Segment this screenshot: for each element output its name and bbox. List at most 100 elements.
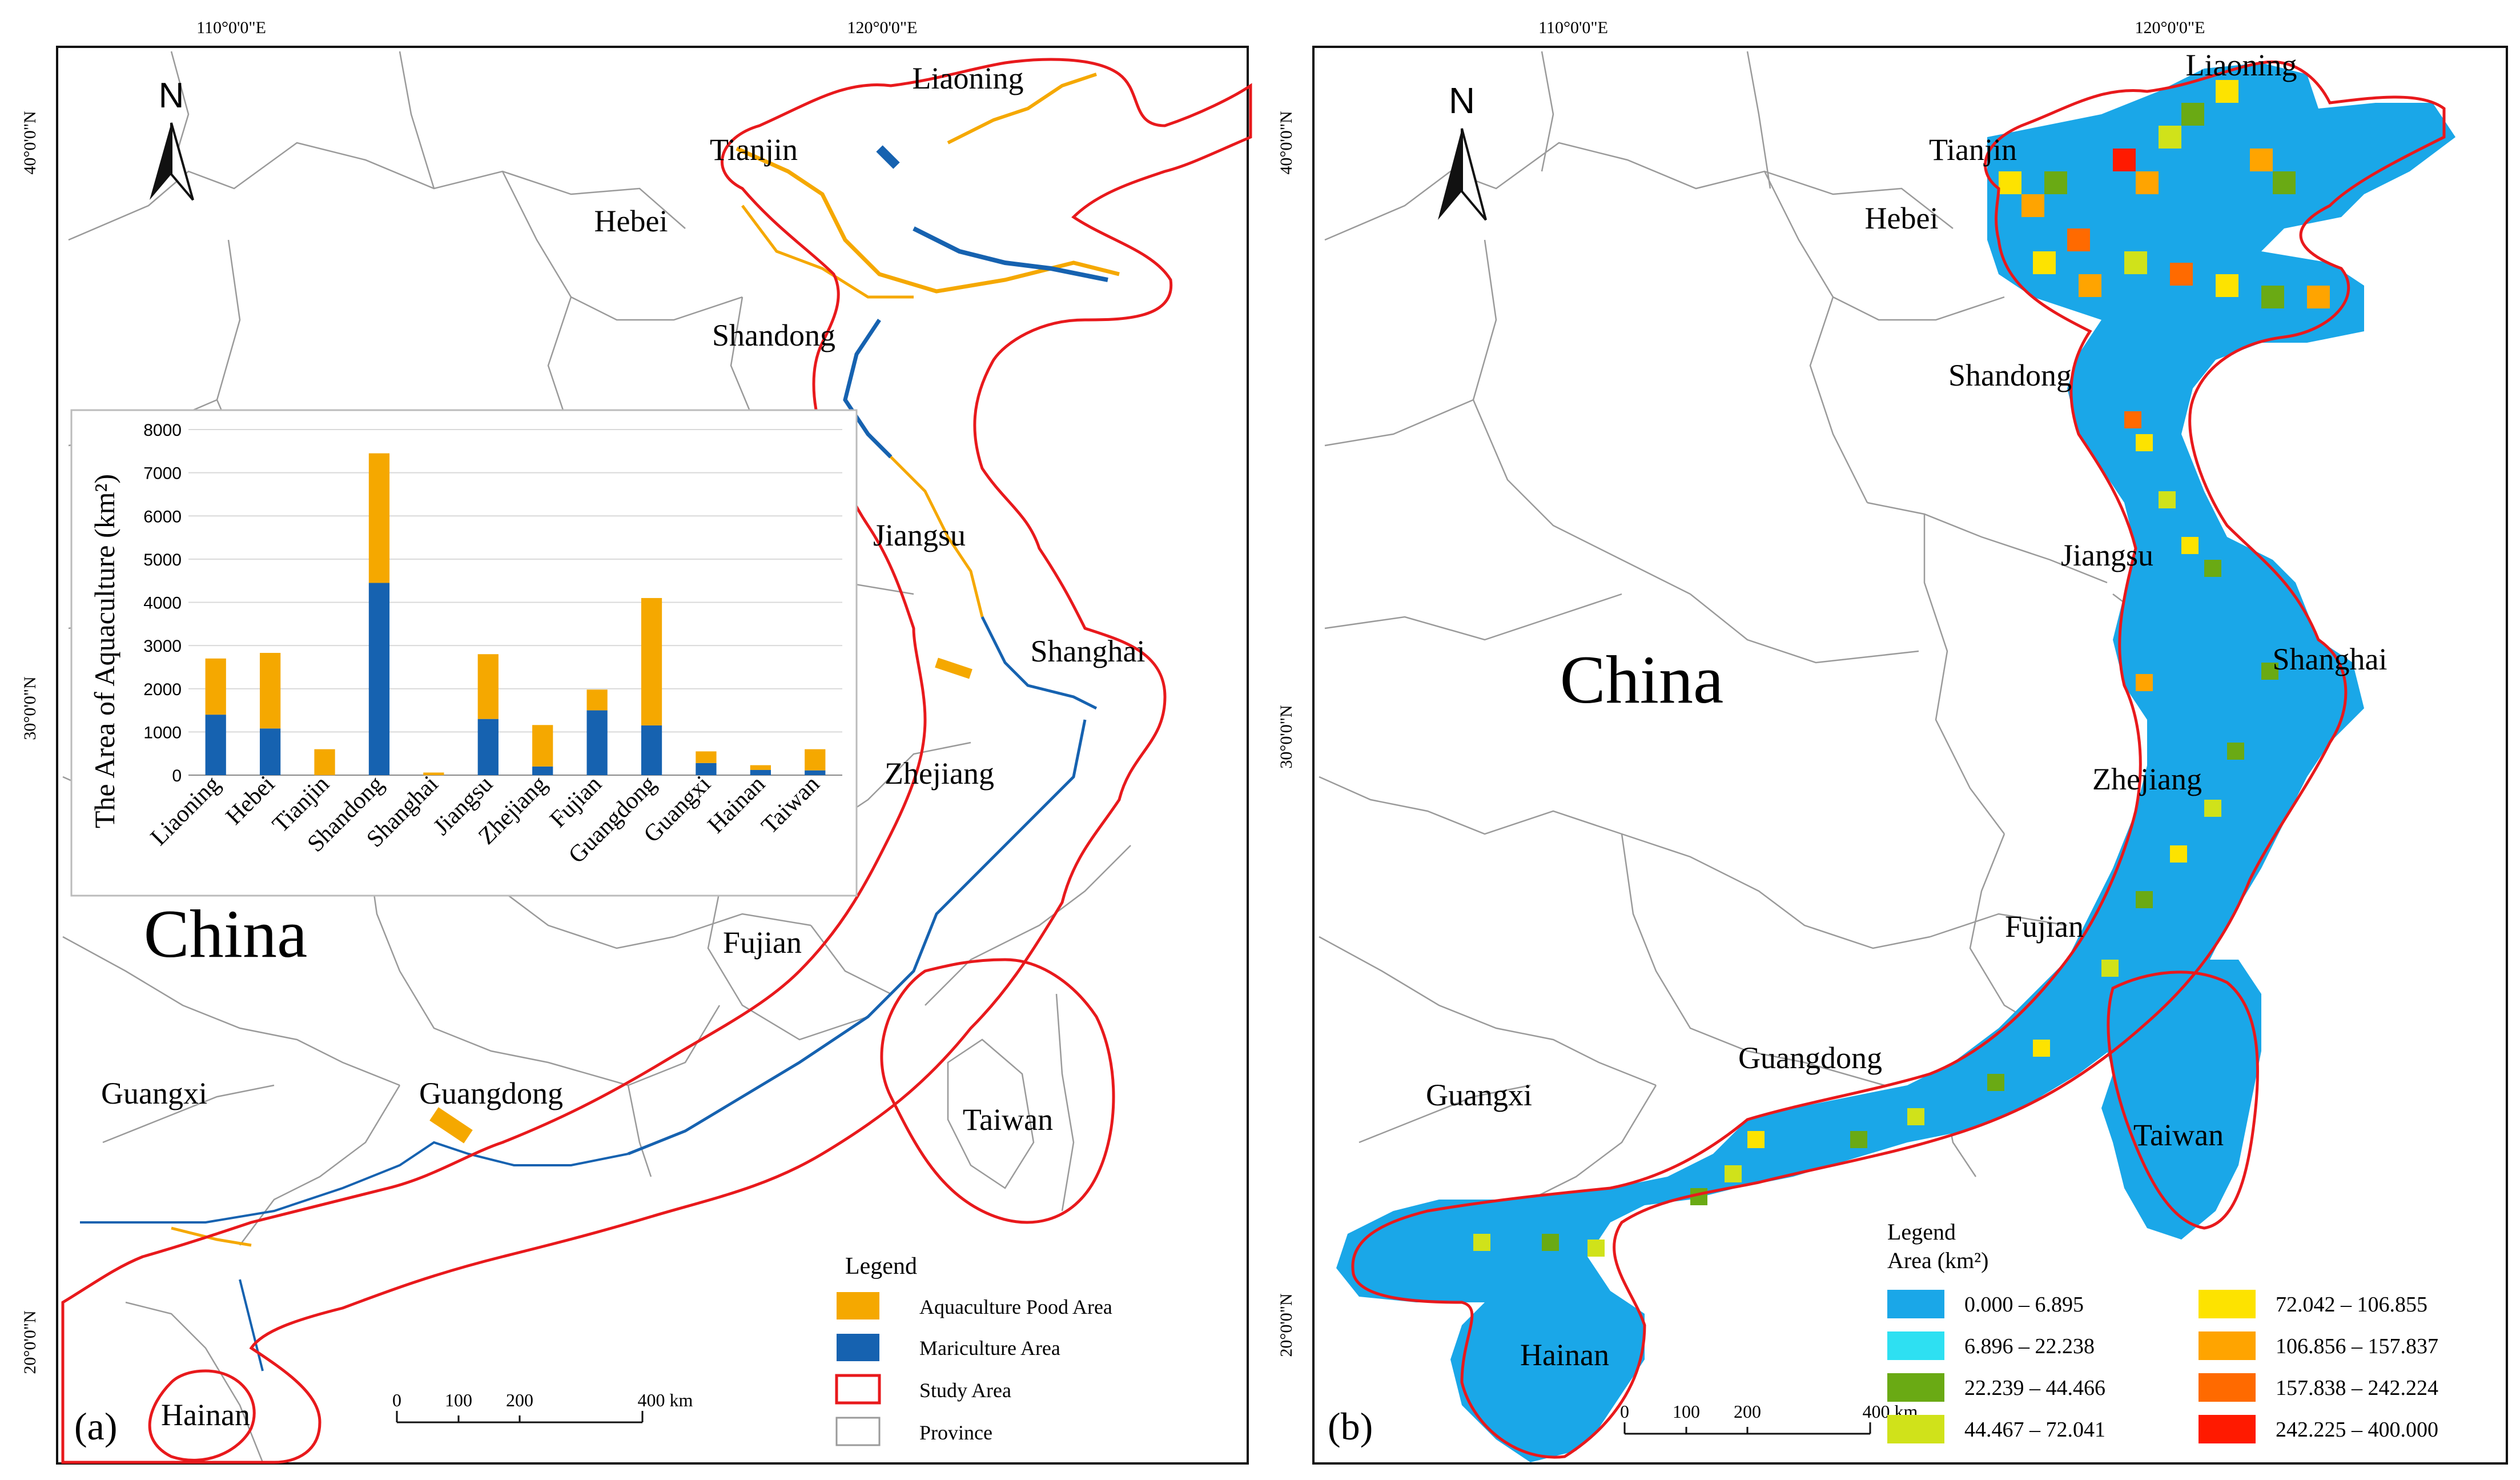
bar-segment-1-tianjin xyxy=(314,749,335,775)
legend-b-swatch xyxy=(2199,1331,2256,1360)
y-tick-label: 0 xyxy=(172,767,182,785)
legend-a: Legend Aquaculture Pood Area Mariculture… xyxy=(835,1253,1112,1446)
lat-label-20-b: 20°0'0"N xyxy=(1277,1293,1296,1357)
legend-swatch-mariculture xyxy=(837,1334,879,1361)
scale-tick-200-b: 200 xyxy=(1734,1401,1761,1422)
scale-tick-200: 200 xyxy=(506,1390,533,1410)
legend-b-title: Legend xyxy=(1887,1219,1956,1245)
legend-swatch-study-area xyxy=(835,1374,881,1405)
legend-b-swatch xyxy=(1887,1331,1944,1360)
y-tick-label: 1000 xyxy=(143,723,182,742)
label-taiwan-b: Taiwan xyxy=(2133,1118,2224,1152)
scale-end: 400 km xyxy=(638,1390,693,1410)
legend-b: Legend Area (km²) 0.000 – 6.895 6.896 – 2… xyxy=(1887,1219,2438,1443)
bar-segment-0-zhejiang xyxy=(532,766,553,775)
legend-swatch-province xyxy=(835,1417,881,1446)
panel-a: 110°0'0"E 120°0'0"E 40°0'0"N 30°0'0"N 20… xyxy=(21,18,1252,1465)
grid-lines xyxy=(188,429,842,776)
study-area-outline-b xyxy=(1351,61,2446,1459)
label-shandong-b: Shandong xyxy=(1948,358,2072,392)
legend-b-subtitle: Area (km²) xyxy=(1887,1248,1988,1273)
label-shandong: Shandong xyxy=(712,318,835,352)
study-area-taiwan-b xyxy=(2107,970,2259,1230)
bar-segment-0-hebei xyxy=(259,728,281,775)
chart-background xyxy=(70,409,858,897)
china-label: China xyxy=(144,896,308,972)
y-tick-label: 8000 xyxy=(143,421,182,440)
chart-y-axis-label: The Area of Aquaculture (km²) xyxy=(89,474,120,828)
y-tick-label: 4000 xyxy=(143,594,182,613)
y-tick-label: 2000 xyxy=(143,680,182,699)
label-guangdong-b: Guangdong xyxy=(1738,1041,1882,1075)
legend-a-title: Legend xyxy=(845,1253,917,1280)
bar-segment-1-jiangsu xyxy=(477,654,499,719)
bar-segment-1-shanghai xyxy=(423,772,444,775)
label-tianjin-b: Tianjin xyxy=(1929,133,2017,167)
hotspot-cells xyxy=(1473,80,2330,1257)
lon-label-110-b: 110°0'0"E xyxy=(1538,18,1608,37)
label-hebei-b: Hebei xyxy=(1865,201,1939,235)
legend-b-swatch xyxy=(1887,1290,1944,1318)
north-arrow: N xyxy=(150,76,194,201)
y-tick-label: 5000 xyxy=(143,551,182,569)
bar-segment-1-zhejiang xyxy=(532,725,553,767)
bar-segment-0-taiwan xyxy=(805,770,826,775)
bar-segment-0-jiangsu xyxy=(477,719,499,775)
label-liaoning: Liaoning xyxy=(913,61,1024,95)
legend-b-swatch xyxy=(2199,1373,2256,1402)
label-hainan-b: Hainan xyxy=(1520,1338,1609,1372)
bar-segment-0-liaoning xyxy=(205,715,226,775)
label-zhejiang: Zhejiang xyxy=(885,756,994,791)
y-tick-label: 3000 xyxy=(143,637,182,656)
scale-tick-0-b: 0 xyxy=(1620,1401,1629,1422)
bar-segment-0-fujian xyxy=(586,710,608,775)
label-fujian-b: Fujian xyxy=(2005,909,2084,944)
label-guangxi-b: Guangxi xyxy=(1426,1078,1532,1112)
legend-b-label: 157.838 – 242.224 xyxy=(2276,1376,2438,1400)
legend-b-swatch xyxy=(2199,1290,2256,1318)
lat-label-40-b: 40°0'0"N xyxy=(1277,111,1296,174)
north-arrow-b: N xyxy=(1438,80,1487,221)
bar-segment-1-taiwan xyxy=(805,749,826,771)
bar-segment-0-hainan xyxy=(750,769,771,775)
legend-label-province: Province xyxy=(919,1421,992,1444)
y-ticks: 0 1000 2000 3000 4000 5000 6000 7000 8000 xyxy=(143,421,182,785)
lon-label-120: 120°0'0"E xyxy=(847,18,918,37)
label-liaoning-b: Liaoning xyxy=(2186,48,2297,82)
bars xyxy=(205,453,826,775)
scale-bar: 0 100 200 400 km xyxy=(392,1390,693,1423)
scale-tick-100-b: 100 xyxy=(1673,1401,1700,1422)
label-guangxi: Guangxi xyxy=(101,1076,207,1110)
bar-segment-0-guangdong xyxy=(641,725,662,775)
scale-tick-0: 0 xyxy=(392,1390,401,1410)
bar-segment-1-guangdong xyxy=(641,597,662,726)
lat-label-30: 30°0'0"N xyxy=(21,676,39,740)
inset-chart: The Area of Aquaculture (km²) 0 1000 2000 3… xyxy=(70,409,858,897)
bar-segment-0-shandong xyxy=(368,583,390,775)
lon-label-110: 110°0'0"E xyxy=(196,18,266,37)
label-tianjin: Tianjin xyxy=(710,133,798,167)
legend-b-swatch xyxy=(1887,1373,1944,1402)
province-boundaries-b xyxy=(1319,51,2171,1246)
bar-segment-0-guangxi xyxy=(696,763,717,775)
legend-b-classes: 0.000 – 6.895 6.896 – 22.238 22.239 – 44.4… xyxy=(1887,1290,2438,1443)
legend-b-swatch xyxy=(1887,1415,1944,1443)
lon-label-120-b: 120°0'0"E xyxy=(2135,18,2205,37)
label-jiangsu-b: Jiangsu xyxy=(2061,538,2153,572)
legend-b-label: 6.896 – 22.238 xyxy=(1964,1334,2095,1358)
y-tick-label: 6000 xyxy=(143,507,182,526)
label-jiangsu: Jiangsu xyxy=(873,518,966,552)
label-taiwan: Taiwan xyxy=(963,1102,1053,1137)
scale-bar-b: 0 100 200 400 km xyxy=(1620,1401,1918,1435)
legend-swatch-pond xyxy=(837,1292,879,1319)
lat-label-40: 40°0'0"N xyxy=(21,111,39,174)
label-fujian: Fujian xyxy=(723,925,802,960)
bar-segment-1-hainan xyxy=(750,765,771,770)
label-hebei: Hebei xyxy=(594,204,668,238)
label-guangdong: Guangdong xyxy=(419,1076,563,1110)
grid-buffer xyxy=(1336,63,2455,1462)
panel-b-letter: (b) xyxy=(1328,1405,1373,1448)
north-label-b: N xyxy=(1449,80,1475,121)
panel-b: 110°0'0"E 120°0'0"E 40°0'0"N 30°0'0"N 20… xyxy=(1277,18,2508,1465)
